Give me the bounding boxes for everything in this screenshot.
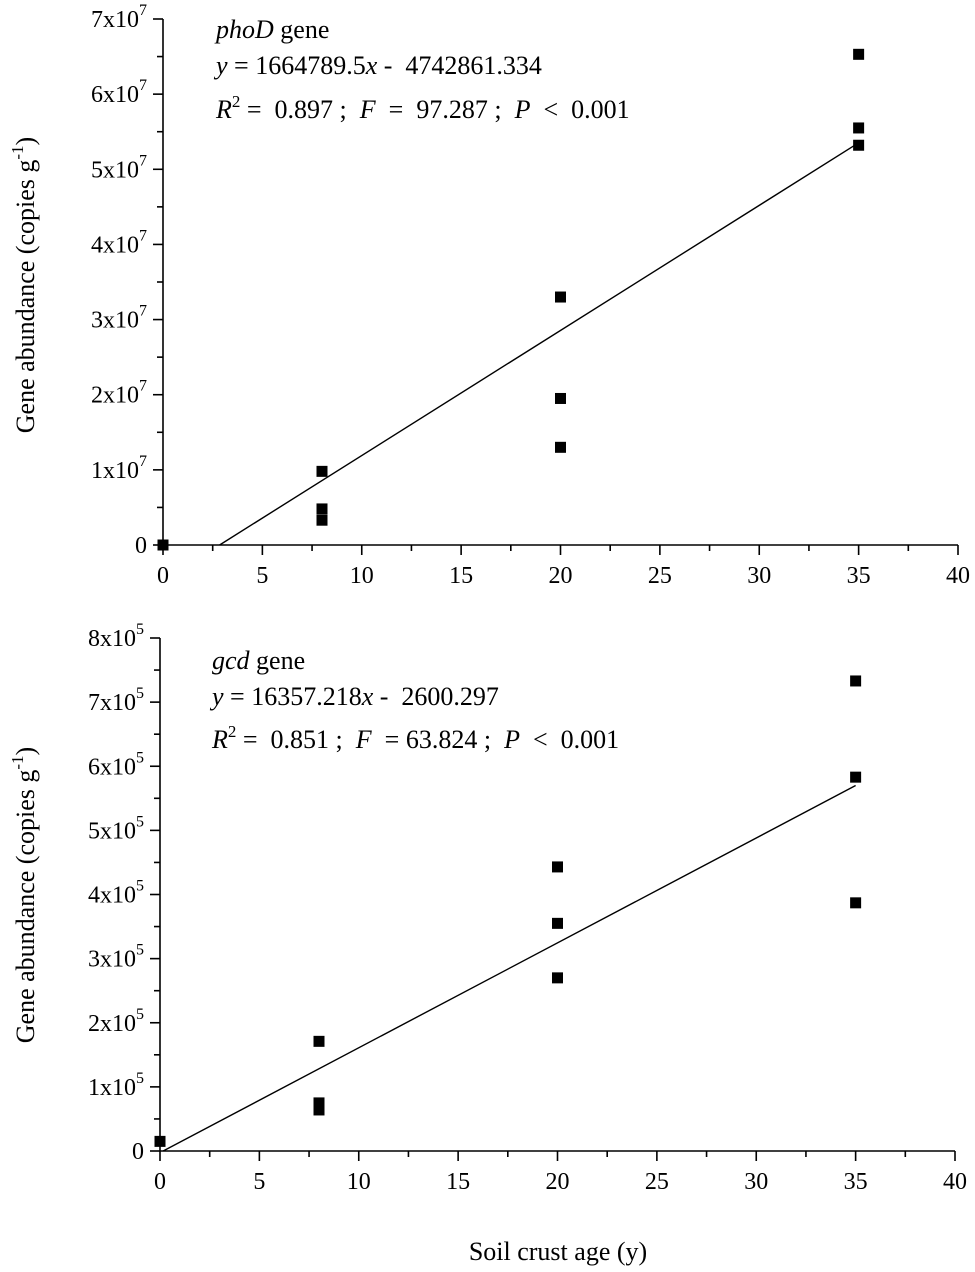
- gcd-data-point: [850, 675, 862, 687]
- gcd-gene-title: gcd gene: [212, 646, 305, 675]
- x-axis-title: Soil crust age (y): [469, 1237, 647, 1266]
- gcd-points: [154, 675, 862, 1147]
- phod-x-tick-label: 20: [549, 563, 573, 589]
- gcd-data-point: [154, 1135, 166, 1147]
- gcd-y-tick-label: 0: [132, 1139, 144, 1165]
- gcd-x-tick-label: 0: [154, 1169, 166, 1195]
- gcd-regression-equation: y = 16357.218x - 2600.297: [209, 682, 499, 711]
- phod-x-tick-label: 5: [256, 563, 268, 589]
- phod-x-tick-label: 30: [747, 563, 771, 589]
- gcd-data-point: [850, 771, 862, 783]
- gcd-data-point: [313, 1097, 325, 1109]
- gcd-x-tick-label: 30: [744, 1169, 768, 1195]
- phod-data-point: [853, 139, 865, 151]
- phod-y-tick-label: 3x107: [91, 303, 147, 334]
- phod-y-tick-label: 6x107: [91, 77, 147, 108]
- gcd-x-tick-label: 40: [943, 1169, 967, 1195]
- gcd-axes: [159, 638, 955, 1152]
- phod-regression-line: [219, 142, 859, 546]
- phod-data-point: [853, 48, 865, 60]
- gcd-data-point: [850, 897, 862, 909]
- gcd-y-tick-label: 3x105: [88, 942, 144, 973]
- gcd-y-axis-title: Gene abundance (copies g-1): [8, 747, 40, 1043]
- phod-y-tick-label: 4x107: [91, 227, 147, 258]
- gcd-x-tick-label: 10: [347, 1169, 371, 1195]
- gcd-y-tick-label: 8x105: [88, 621, 144, 652]
- gcd-x-tick-labels: 0 5 10 15 20 25 30 35 40: [154, 1169, 967, 1195]
- phod-x-tick-label: 15: [449, 563, 473, 589]
- phod-data-point: [555, 441, 566, 453]
- phod-y-tick-label: 7x107: [91, 2, 147, 33]
- phod-data-point: [555, 291, 566, 303]
- phod-x-tick-label: 10: [350, 563, 374, 589]
- phod-panel: 0 5 10 15 20 25 30 35 40 0 1x107 2x107 3x107 4x107 5x…: [8, 2, 970, 589]
- gcd-y-tick-label: 2x105: [88, 1006, 144, 1037]
- phod-data-point: [316, 514, 328, 526]
- gcd-data-point: [313, 1104, 325, 1116]
- phod-gene-title: phoD gene: [214, 15, 329, 44]
- gcd-data-point: [313, 1035, 325, 1047]
- gcd-data-point: [552, 972, 563, 984]
- gcd-data-point: [552, 861, 563, 873]
- gcd-ticks: [150, 637, 956, 1161]
- gcd-regression-line: [162, 784, 856, 1152]
- phod-y-tick-label: 5x107: [91, 152, 147, 183]
- phod-data-point: [853, 122, 865, 134]
- phod-y-axis-title: Gene abundance (copies g-1): [8, 137, 40, 433]
- phod-x-tick-label: 0: [157, 563, 169, 589]
- gcd-y-tick-labels: 0 1x105 2x105 3x105 4x105 5x105 6x105 7x105 8x10…: [88, 621, 144, 1165]
- gcd-y-tick-label: 1x105: [88, 1070, 144, 1101]
- gcd-fit: [162, 784, 856, 1152]
- gcd-x-tick-label: 15: [446, 1169, 470, 1195]
- phod-x-tick-label: 40: [946, 563, 970, 589]
- phod-data-point: [316, 465, 328, 477]
- phod-y-tick-label: 0: [135, 533, 147, 559]
- gcd-x-tick-label: 20: [546, 1169, 570, 1195]
- phod-data-point: [316, 503, 328, 515]
- gcd-x-tick-label: 35: [844, 1169, 868, 1195]
- gcd-regression-stats: R2 = 0.851 ; F = 63.824 ; P < 0.001: [211, 722, 619, 754]
- phod-regression-equation: y = 1664789.5x - 4742861.334: [213, 51, 542, 80]
- gcd-y-tick-label: 5x105: [88, 813, 144, 844]
- phod-x-tick-labels: 0 5 10 15 20 25 30 35 40: [157, 563, 970, 589]
- gcd-panel: 0 5 10 15 20 25 30 35 40 0 1x105 2x105 3x105 4x105 5x…: [8, 621, 967, 1195]
- gcd-y-tick-label: 6x105: [88, 749, 144, 780]
- phod-regression-stats: R2 = 0.897 ; F = 97.287 ; P < 0.001: [215, 92, 630, 124]
- phod-y-tick-label: 1x107: [91, 453, 147, 484]
- phod-axes: [162, 19, 958, 546]
- gcd-y-tick-label: 7x105: [88, 685, 144, 716]
- phod-points: [157, 48, 865, 551]
- gcd-x-tick-label: 25: [645, 1169, 669, 1195]
- phod-fit: [219, 142, 859, 546]
- gcd-x-tick-label: 5: [253, 1169, 265, 1195]
- gcd-data-point: [552, 917, 563, 929]
- phod-y-tick-labels: 0 1x107 2x107 3x107 4x107 5x107 6x107 7x107: [91, 2, 147, 559]
- phod-y-tick-label: 2x107: [91, 378, 147, 409]
- phod-x-tick-label: 35: [847, 563, 871, 589]
- phod-x-tick-label: 25: [648, 563, 672, 589]
- gcd-y-tick-label: 4x105: [88, 878, 144, 909]
- phod-data-point: [555, 392, 566, 404]
- phod-data-point: [157, 539, 169, 551]
